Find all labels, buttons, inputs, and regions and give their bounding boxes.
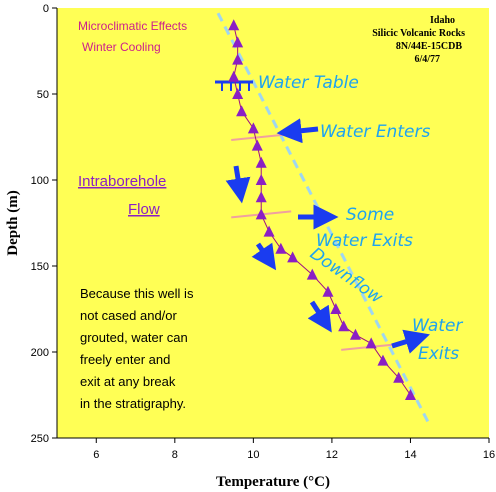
y-tick-label: 100 (31, 175, 49, 187)
data-point (232, 53, 244, 65)
x-tick-label: 10 (247, 449, 259, 461)
water-exits-arrow (391, 329, 430, 354)
data-point (377, 354, 389, 366)
some-water-exits-line2: Water Exits (316, 231, 413, 251)
data-point (236, 105, 248, 117)
downflow-arrow-1 (225, 165, 251, 204)
data-point (393, 371, 405, 383)
y-tick-label: 0 (43, 3, 49, 15)
plot-area (57, 8, 489, 438)
data-point (255, 174, 267, 185)
y-axis-title: Depth (m) (5, 190, 21, 255)
data-point (338, 320, 350, 332)
data-point (232, 36, 244, 48)
data-point (330, 303, 342, 314)
x-tick-label: 8 (172, 449, 178, 461)
data-point (247, 122, 259, 134)
data-point (255, 208, 267, 220)
note-line: Because this well is (80, 286, 194, 301)
x-tick-label: 16 (483, 449, 495, 461)
winter-cooling-label: Winter Cooling (82, 40, 161, 54)
note-line: exit at any break (80, 374, 176, 389)
data-point (365, 337, 377, 349)
data-point (255, 156, 267, 168)
downflow-arrow-2 (251, 242, 277, 271)
intraborehole-label: Intraborehole (78, 173, 166, 190)
water-exits-line2: Exits (418, 344, 459, 364)
data-point (263, 225, 275, 237)
site-date: 6/4/77 (414, 54, 440, 65)
site-well-id: 8N/44E-15CDB (396, 41, 462, 52)
y-tick-label: 150 (31, 261, 49, 273)
x-axis-title: Temperature (°C) (216, 474, 330, 490)
data-point (322, 285, 334, 297)
data-point (275, 242, 287, 254)
note-line: grouted, water can (80, 330, 188, 345)
y-tick-label: 200 (31, 347, 49, 359)
explanatory-note: Because this well is not cased and/or gr… (80, 286, 194, 411)
data-point (349, 328, 361, 340)
flow-arrows (225, 118, 430, 354)
data-point (287, 251, 299, 263)
site-state: Idaho (430, 15, 455, 26)
data-point (228, 70, 240, 82)
y-tick-label: 50 (37, 89, 49, 101)
data-point (228, 19, 240, 31)
data-point (255, 191, 267, 203)
flow-label: Flow (128, 201, 160, 218)
downflow-arrow-3 (307, 300, 332, 333)
note-line: in the stratigraphy. (80, 396, 186, 411)
water-table-symbol (215, 80, 253, 91)
data-point (232, 88, 244, 99)
note-line: freely enter and (80, 352, 170, 367)
data-point (404, 389, 416, 400)
water-enters-label: Water Enters (320, 122, 430, 142)
water-table-label: Water Table (258, 73, 359, 93)
data-point (306, 268, 318, 280)
note-line: not cased and/or (80, 308, 178, 323)
x-tick-label: 6 (93, 449, 99, 461)
water-exits-line1: Water (412, 316, 463, 336)
microclimatic-label: Microclimatic Effects (78, 19, 187, 33)
water-enters-arrow (276, 118, 319, 144)
some-water-exits-line1: Some (346, 205, 394, 225)
x-tick-label: 12 (326, 449, 338, 461)
data-point (251, 139, 263, 151)
y-ticks: 0 50 100 150 200 250 (31, 3, 57, 445)
x-tick-label: 14 (404, 449, 416, 461)
x-ticks: 6 8 10 12 14 16 (93, 438, 495, 461)
site-rock-type: Silicic Volcanic Rocks (372, 28, 465, 39)
y-tick-label: 250 (31, 433, 49, 445)
